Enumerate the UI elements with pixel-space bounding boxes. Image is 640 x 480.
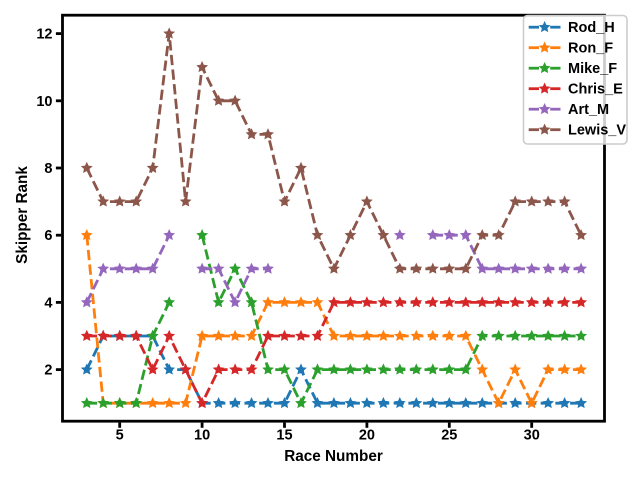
svg-text:12: 12 — [36, 27, 52, 43]
svg-text:Ron_F: Ron_F — [568, 41, 613, 57]
svg-text:15: 15 — [276, 428, 292, 444]
svg-text:Race Number: Race Number — [284, 448, 383, 465]
svg-text:Skipper Rank: Skipper Rank — [14, 166, 31, 264]
svg-text:8: 8 — [44, 161, 52, 177]
svg-text:2: 2 — [44, 363, 52, 379]
svg-text:4: 4 — [44, 295, 52, 311]
svg-text:25: 25 — [441, 428, 457, 444]
svg-text:6: 6 — [44, 228, 52, 244]
svg-text:30: 30 — [524, 428, 540, 444]
svg-text:Chris_E: Chris_E — [568, 82, 623, 98]
svg-text:Mike_F: Mike_F — [568, 61, 617, 77]
svg-text:20: 20 — [359, 428, 375, 444]
svg-text:Rod_H: Rod_H — [568, 20, 615, 36]
svg-text:10: 10 — [194, 428, 210, 444]
svg-text:10: 10 — [36, 94, 52, 110]
svg-text:5: 5 — [116, 428, 124, 444]
svg-text:Art_M: Art_M — [568, 102, 609, 118]
svg-text:Lewis_V: Lewis_V — [568, 123, 626, 139]
